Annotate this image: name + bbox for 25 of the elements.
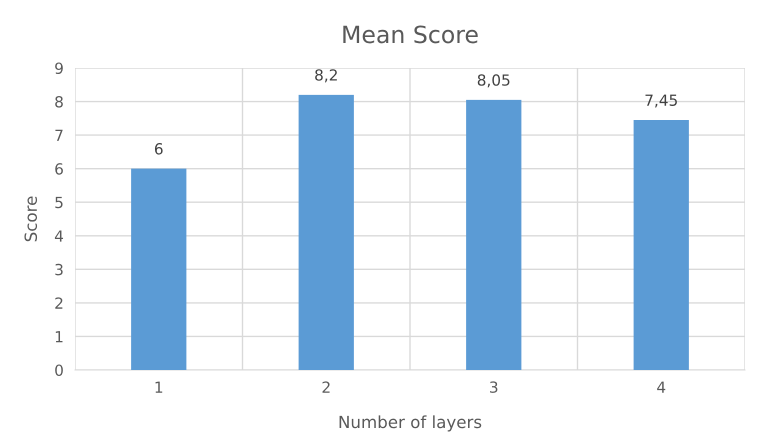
y-tick-label: 7 — [55, 130, 63, 141]
x-tick-label: 4 — [657, 382, 666, 393]
y-tick-label: 6 — [55, 163, 63, 175]
y-axis-title: Score — [24, 196, 38, 242]
y-tick-label: 4 — [54, 230, 64, 242]
data-label: 8,05 — [478, 74, 510, 88]
data-label: 8,2 — [315, 69, 337, 82]
y-tick-label: 9 — [55, 62, 63, 74]
x-tick-label: 2 — [322, 381, 330, 393]
data-label: 7,45 — [645, 94, 677, 108]
x-tick-label: 3 — [490, 381, 498, 393]
x-axis-title: Number of layers — [340, 415, 482, 432]
x-tick-label: 1 — [156, 382, 162, 393]
y-tick-label: 2 — [55, 297, 62, 309]
bar — [131, 168, 186, 370]
y-tick-label: 8 — [55, 96, 63, 108]
data-label: 6 — [154, 143, 163, 155]
y-tick-label: 5 — [55, 196, 63, 208]
y-tick-label: 3 — [55, 264, 63, 276]
y-tick-label: 0 — [55, 364, 63, 376]
bar — [298, 94, 354, 370]
chart-title: Mean Score — [343, 25, 478, 44]
y-tick-label: 1 — [56, 331, 62, 342]
bar — [634, 120, 689, 370]
bar — [466, 100, 522, 370]
